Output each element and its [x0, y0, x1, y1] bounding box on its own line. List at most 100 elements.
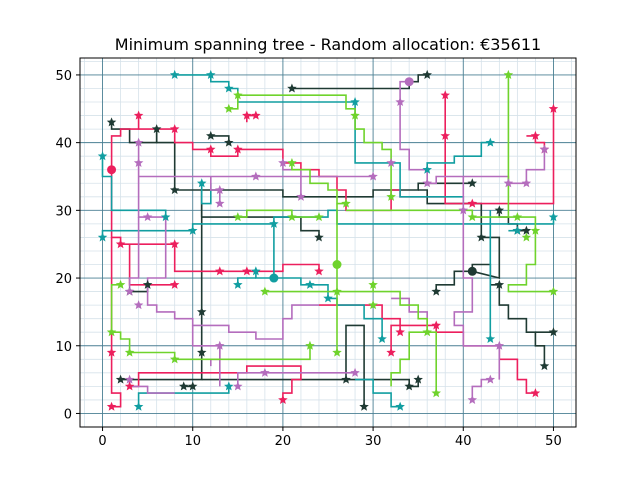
node-star-marker — [395, 97, 405, 107]
node-star-marker — [233, 279, 243, 289]
node-star-marker — [350, 367, 360, 377]
node-star-marker — [178, 381, 189, 391]
node-star-marker — [539, 361, 550, 371]
node-star-marker — [485, 137, 496, 147]
node-star-marker — [142, 212, 153, 222]
node-star-marker — [341, 374, 351, 384]
node-star-marker — [530, 388, 541, 398]
node-star-marker — [106, 401, 117, 411]
tree-edge — [137, 386, 230, 407]
node-star-marker — [169, 239, 180, 249]
tree-edge — [210, 176, 221, 204]
tree-edge — [291, 162, 346, 205]
node-star-marker — [215, 198, 225, 208]
node-star-marker — [224, 83, 234, 93]
y-tick-label: 30 — [55, 204, 72, 219]
node-star-marker — [287, 212, 297, 222]
node-star-marker — [314, 232, 324, 242]
hub-circle-marker — [467, 266, 477, 276]
node-star-marker — [233, 90, 243, 100]
tree-edge — [453, 210, 501, 380]
node-star-marker — [106, 117, 117, 127]
tree-edge — [173, 129, 239, 157]
node-star-marker — [242, 266, 252, 276]
node-star-marker — [521, 232, 532, 242]
node-star-marker — [305, 279, 315, 289]
tree-edge — [201, 304, 319, 340]
node-star-marker — [115, 239, 126, 249]
chart-title: Minimum spanning tree - Random allocatio… — [115, 35, 541, 54]
node-star-marker — [431, 286, 441, 296]
y-tick-label: 0 — [64, 407, 72, 422]
node-star-marker — [169, 354, 180, 364]
node-star-marker — [260, 367, 270, 377]
tree-edge — [146, 216, 202, 327]
node-star-marker — [187, 381, 198, 391]
hub-circle-marker — [269, 273, 279, 283]
x-tick-label: 50 — [545, 434, 562, 449]
tree-edge — [507, 237, 554, 293]
tree-edge — [173, 244, 320, 273]
tree-edge — [237, 209, 319, 218]
tree-edge — [155, 129, 176, 190]
tree-edge — [174, 345, 311, 361]
tree-edge — [471, 378, 491, 400]
hub-circle-marker — [107, 165, 117, 175]
node-star-marker — [305, 340, 315, 350]
x-tick-label: 40 — [455, 434, 472, 449]
x-tick-label: 10 — [184, 434, 201, 449]
node-star-marker — [296, 191, 306, 201]
tree-edge — [427, 331, 438, 394]
tree-edge — [427, 175, 465, 211]
tree-edge — [373, 290, 429, 333]
node-star-marker — [323, 293, 333, 303]
node-star-marker — [124, 374, 135, 384]
node-star-marker — [314, 266, 324, 276]
node-star-marker — [476, 232, 487, 242]
tree-edge — [273, 209, 555, 225]
tree-edge — [291, 74, 428, 90]
node-star-marker — [368, 279, 378, 289]
node-star-marker — [521, 178, 532, 188]
node-star-marker — [133, 401, 144, 411]
node-star-marker — [548, 327, 559, 337]
node-star-marker — [115, 374, 126, 384]
node-star-marker — [187, 225, 198, 235]
node-star-marker — [314, 212, 324, 222]
node-star-marker — [368, 300, 378, 310]
node-star-marker — [503, 178, 514, 188]
node-star-marker — [467, 212, 478, 222]
node-star-marker — [133, 157, 144, 167]
node-star-marker — [224, 137, 234, 147]
node-star-marker — [251, 171, 261, 181]
hub-circle-marker — [332, 260, 342, 270]
node-star-marker — [142, 279, 153, 289]
tree-edge — [101, 156, 167, 218]
tree-edge — [390, 331, 428, 387]
tree-edge — [129, 365, 302, 400]
node-star-marker — [431, 320, 441, 330]
node-star-marker — [269, 218, 279, 228]
tree-edge — [355, 378, 401, 408]
node-star-marker — [169, 124, 180, 134]
plot-frame — [79, 57, 577, 428]
node-star-marker — [215, 266, 225, 276]
tree-edge — [128, 217, 140, 292]
x-tick-label: 20 — [275, 434, 292, 449]
node-star-marker — [503, 69, 514, 79]
node-star-marker — [512, 225, 523, 235]
node-star-marker — [124, 381, 135, 391]
node-star-marker — [160, 212, 171, 222]
node-star-marker — [530, 225, 541, 235]
tree-edge — [426, 141, 491, 170]
node-star-marker — [386, 157, 396, 167]
node-star-marker — [206, 69, 216, 79]
tree-edge — [174, 189, 203, 353]
node-star-marker — [530, 130, 541, 140]
node-star-marker — [431, 388, 441, 398]
node-star-marker — [467, 394, 478, 404]
tree-edge — [399, 102, 429, 184]
node-star-marker — [133, 300, 144, 310]
node-star-marker — [368, 171, 378, 181]
tree-edge — [200, 182, 473, 218]
